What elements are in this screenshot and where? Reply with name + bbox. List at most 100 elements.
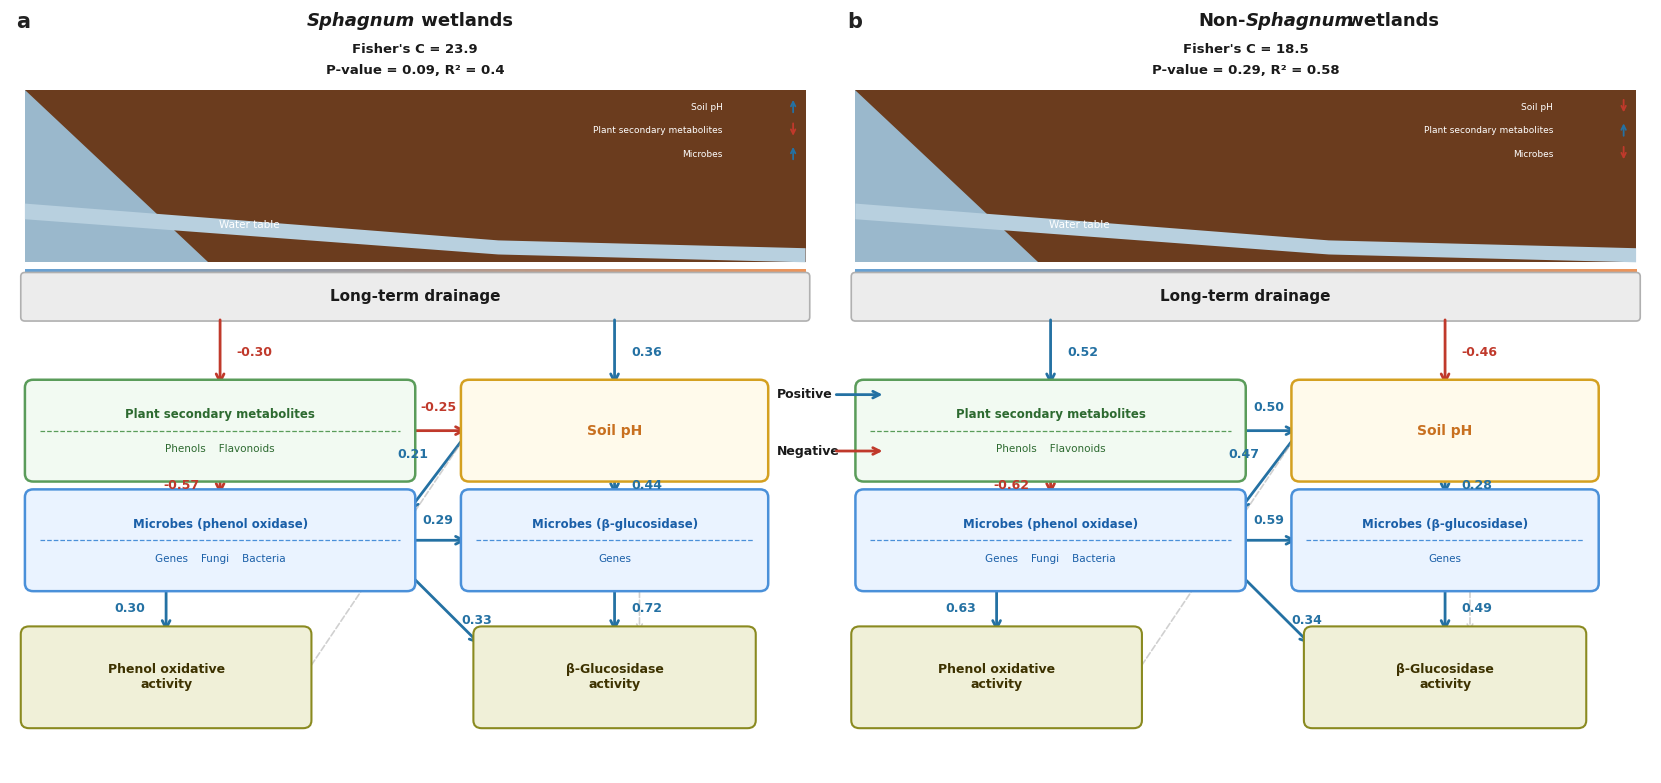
Polygon shape [855,90,1636,262]
Bar [25,269,30,286]
Bar [988,269,993,286]
Bar [1616,269,1621,286]
FancyBboxPatch shape [1292,489,1598,591]
Bar [369,269,374,286]
Bar [141,269,146,286]
Bar [641,269,646,286]
Text: 0.59: 0.59 [1252,514,1284,527]
Text: Microbes (phenol oxidase): Microbes (phenol oxidase) [133,518,307,531]
Bar [88,269,91,286]
Bar [669,269,674,286]
Bar [497,269,502,286]
Bar [1110,269,1115,286]
Bar [537,269,541,286]
Bar [407,269,412,286]
Bar [1277,269,1282,286]
Bar [1495,269,1500,286]
Bar [782,269,787,286]
Text: Water table: Water table [219,220,279,229]
Bar [649,269,654,286]
Bar [731,269,736,286]
Bar [1286,269,1289,286]
Bar [630,269,635,286]
Bar [779,269,782,286]
Text: 0.28: 0.28 [1462,479,1493,492]
Bar [311,269,314,286]
Bar [83,269,88,286]
Bar [774,269,779,286]
Bar [294,269,299,286]
Bar [1543,269,1546,286]
Text: Microbes (β-glucosidase): Microbes (β-glucosidase) [532,518,698,531]
Bar [400,269,404,286]
Text: wetlands: wetlands [415,12,513,30]
Bar [1133,269,1138,286]
Bar [1194,269,1199,286]
FancyBboxPatch shape [25,380,415,482]
Bar [985,269,988,286]
Bar [977,269,982,286]
Bar [1257,269,1262,286]
Bar [513,269,518,286]
Bar [1605,269,1610,286]
Bar [568,269,571,286]
Text: 0.63: 0.63 [945,602,977,615]
Bar [598,269,603,286]
Bar [1512,269,1516,286]
Bar [1448,269,1453,286]
Bar [60,269,65,286]
Bar [551,269,556,286]
Bar [1000,269,1005,286]
Bar [540,269,545,286]
Bar [181,269,186,286]
Bar [899,269,904,286]
Bar [505,269,510,286]
Bar [1046,269,1051,286]
Bar [664,269,669,286]
Bar [154,269,158,286]
Bar [1237,269,1242,286]
Text: Soil pH: Soil pH [691,103,723,112]
Text: 0.36: 0.36 [631,346,663,359]
Bar [704,269,709,286]
Bar [450,269,455,286]
Bar [1390,269,1395,286]
Bar [1332,269,1337,286]
Bar [1020,269,1025,286]
Bar [482,269,487,286]
Bar [766,269,771,286]
Bar [1566,269,1571,286]
Bar [1281,269,1286,286]
Bar [204,269,209,286]
Bar [1113,269,1118,286]
Bar [525,269,530,286]
Bar [267,269,272,286]
Bar [291,269,296,286]
Text: b: b [847,12,862,32]
Bar [166,269,169,286]
Bar [326,269,331,286]
Bar [337,269,342,286]
Polygon shape [25,204,806,262]
Bar [681,269,686,286]
Bar [864,269,869,286]
Bar [1468,269,1473,286]
Bar [502,269,507,286]
Bar [349,269,354,286]
Bar [1344,269,1349,286]
Bar [71,269,76,286]
Bar [1312,269,1317,286]
Bar [1613,269,1618,286]
Bar [771,269,776,286]
Bar [193,269,198,286]
Bar [1191,269,1196,286]
Bar [992,269,997,286]
Bar [216,269,221,286]
Bar [1023,269,1028,286]
Bar [219,269,224,286]
Bar [490,269,495,286]
Bar [606,269,611,286]
Bar [1136,269,1141,286]
Bar [439,269,443,286]
Bar [173,269,178,286]
